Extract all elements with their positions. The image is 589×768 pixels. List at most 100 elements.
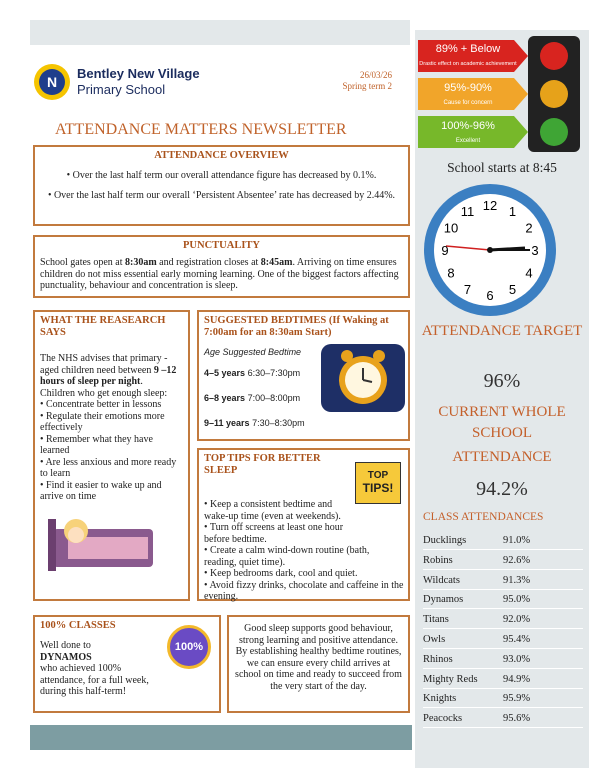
bedtime-row: 6–8 years 7:00–8:00pm (204, 386, 403, 411)
text: . Arriving on time ensures children do n… (40, 257, 399, 292)
clock-number: 11 (461, 204, 475, 219)
clock-number: 4 (525, 266, 532, 281)
class-row: Mighty Reds 94.9% (423, 670, 583, 689)
point: • Concentrate better in lessons (40, 399, 162, 411)
research-box: WHAT THE REASEARCH SAYS The NHS advises … (33, 310, 190, 601)
note: Cause for concern (443, 100, 492, 106)
class-row: Rhinos 93.0% (423, 650, 583, 669)
badge-text: TIPS! (362, 480, 394, 495)
class-value: 92.6% (503, 554, 531, 566)
class-name: Ducklings (423, 535, 467, 546)
point: • Avoid fizzy drinks, chocolate and caff… (204, 579, 404, 603)
clock-number: 12 (483, 198, 497, 213)
class-value: 95.4% (503, 634, 531, 645)
note: Excellent (456, 138, 481, 144)
clock-number: 1 (509, 204, 516, 219)
range: 100%-96% (441, 120, 495, 132)
tips-box: TOP TIPS FOR BETTER SLEEP TOP TIPS! • Kee… (197, 448, 410, 603)
class-name: Dynamos (423, 594, 464, 606)
heading: 100% CLASSES (40, 620, 116, 631)
class-value: 91.0% (503, 535, 531, 546)
class-value: 95.0% (503, 594, 531, 606)
class-name: Robins (423, 554, 453, 566)
tips-list: • Keep a consistent bedtime and wake-up … (204, 499, 404, 603)
class-value: 94.9% (503, 673, 531, 685)
term: Spring term 2 (342, 80, 393, 91)
range: 89% + Below (436, 43, 501, 55)
class-value: 95.9% (503, 693, 531, 705)
point: • Turn off screens at least one hour bef… (204, 522, 344, 545)
badge-text: TOP (367, 470, 389, 481)
school-line: Primary School (77, 81, 166, 97)
time: 7:00–8:00pm (247, 393, 301, 404)
class-row: Ducklings 91.0% (423, 531, 583, 550)
point: • Are less anxious and more ready to lea… (40, 456, 177, 480)
start-time: School starts at 8:45 (447, 160, 557, 175)
class-name: Wildcats (423, 574, 460, 586)
time: 6:30–7:30pm (247, 368, 301, 379)
class-name: Knights (423, 693, 457, 705)
age: 6–8 years (204, 393, 246, 404)
point: • Over the last half term our overall ‘P… (47, 189, 396, 201)
current-value: 94.2% (476, 478, 528, 500)
bedtime-row: 4–5 years 6:30–7:30pm (204, 361, 403, 386)
class-row: Peacocks 95.6% (423, 709, 583, 729)
logo: N (34, 64, 70, 100)
note: Drastic effect on academic achievement (419, 61, 517, 67)
punctuality-box: PUNCTUALITY School gates open at 8:30am … (33, 235, 410, 298)
heading: PUNCTUALITY (182, 240, 260, 251)
badge: 100% (167, 625, 211, 669)
class-name: Peacocks (423, 713, 463, 725)
classes100-box: 100% CLASSES 100% Well done to DYNAMOS w… (33, 615, 221, 713)
point: • Keep bedrooms dark, cool and quiet. (204, 568, 358, 580)
age: 9–11 years (204, 418, 250, 429)
closing-box: Good sleep supports good behaviour, stro… (227, 615, 410, 713)
traffic-light: 89% + Below Drastic effect on academic a… (418, 36, 580, 152)
class-name: Titans (423, 614, 449, 626)
school-line: Bentley New Village (77, 66, 200, 81)
heading: WHAT THE REASEARCH SAYS (40, 315, 166, 339)
heading: SUGGESTED BEDTIMES (If Waking at 7:00am … (204, 315, 389, 339)
current-label: CURRENT WHOLE SCHOOL (438, 404, 566, 441)
text: School gates open at (40, 257, 125, 269)
point: • Regulate their emotions more effective… (40, 410, 165, 434)
bottom-band (30, 725, 412, 750)
point: • Over the last half term our overall at… (66, 170, 377, 182)
point: • Remember what they have learned (40, 433, 153, 457)
clock-number: 7 (464, 282, 471, 297)
classes-heading: CLASS ATTENDANCES (423, 511, 544, 523)
heading: ATTENDANCE OVERVIEW (154, 150, 289, 161)
school-name: Bentley New Village Primary School (77, 66, 200, 97)
clock-number: 5 (509, 282, 516, 297)
class-value: 95.6% (503, 713, 531, 725)
text: who achieved 100% attendance, for a full… (40, 663, 149, 698)
clock-number: 10 (444, 221, 458, 236)
top-band (30, 20, 410, 45)
time: 8:45am (260, 257, 293, 269)
target-label: ATTENDANCE TARGET (421, 323, 583, 339)
class-name: Owls (423, 634, 446, 645)
class-row: Wildcats 91.3% (423, 571, 583, 590)
date: 26/03/26 (359, 70, 392, 80)
sidebar (415, 30, 589, 768)
alarm-clock (321, 344, 405, 412)
tips-badge: TOP TIPS! (355, 462, 401, 504)
bedtime-row: 9–11 years 7:30–8:30pm (204, 411, 403, 436)
highlight: 9 –12 hours of sleep per night (40, 364, 177, 388)
age: 4–5 years (204, 368, 246, 379)
clock-number: 2 (525, 221, 532, 236)
class-row: Robins 92.6% (423, 551, 583, 570)
svg-text:N: N (47, 74, 57, 90)
class-value: 93.0% (503, 653, 531, 665)
class-row: Knights 95.9% (423, 689, 583, 709)
point: • Keep a consistent bedtime and wake-up … (204, 499, 341, 522)
time: 7:30–8:30pm (252, 418, 305, 429)
subheading: Age Suggested Bedtime (204, 347, 302, 358)
sleeping-child (48, 518, 153, 571)
clock-number: 8 (447, 266, 454, 281)
point: • Create a calm wind-down routine (bath,… (204, 545, 370, 568)
class-row: Owls 95.4% (423, 630, 583, 649)
time: 8:30am (124, 257, 157, 269)
